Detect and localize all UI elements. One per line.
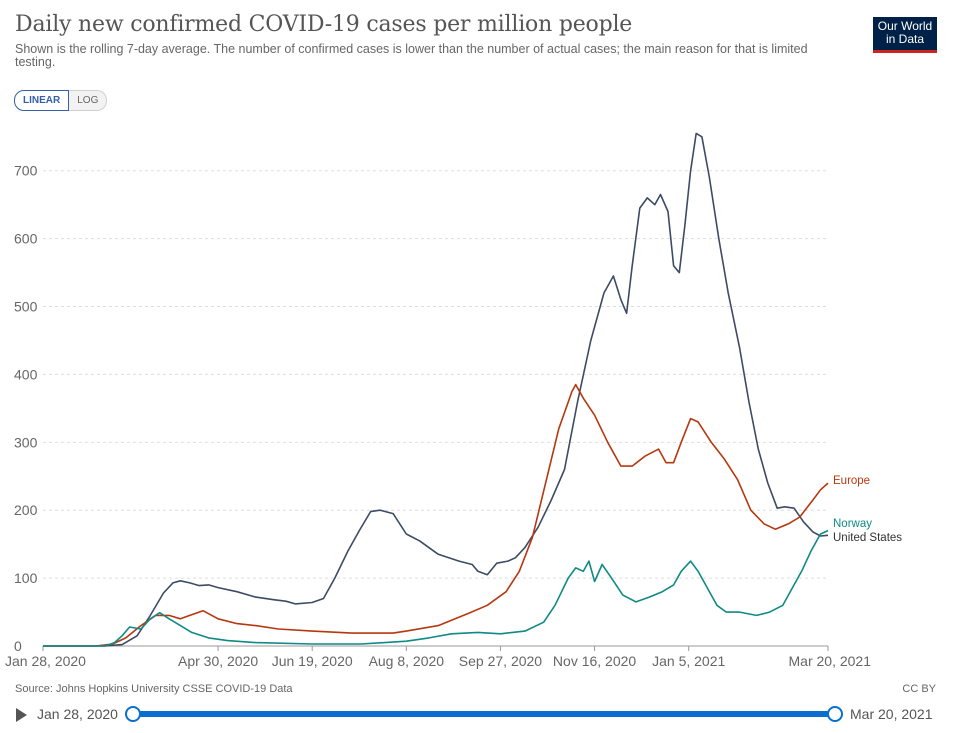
y-tick-label: 100 — [14, 570, 38, 586]
play-icon[interactable] — [16, 708, 27, 722]
logo-line1: Our World — [877, 19, 933, 33]
x-tick-label: Mar 20, 2021 — [789, 653, 872, 669]
series-label: Europe — [833, 475, 870, 487]
y-tick-label: 600 — [14, 231, 38, 247]
source-note[interactable]: Source: Johns Hopkins University CSSE CO… — [15, 683, 293, 695]
series-label: United States — [833, 532, 902, 544]
x-tick-label: Jan 5, 2021 — [652, 653, 725, 669]
scale-toggle: LINEAR LOG — [14, 90, 108, 111]
timeline-start-handle[interactable] — [125, 706, 141, 722]
y-tick-label: 500 — [14, 299, 38, 315]
y-tick-label: 400 — [14, 366, 38, 382]
x-tick-label: Sep 27, 2020 — [459, 653, 543, 669]
y-tick-label: 200 — [14, 502, 38, 518]
linear-scale-button[interactable]: LINEAR — [14, 90, 70, 111]
chart-subtitle: Shown is the rolling 7-day average. The … — [15, 42, 808, 69]
owid-logo[interactable]: Our World in Data — [873, 17, 937, 53]
timeline-start-label: Jan 28, 2020 — [37, 706, 118, 722]
x-tick-label: Jan 28, 2020 — [5, 653, 86, 669]
logo-line2: in Data — [885, 32, 925, 46]
y-tick-label: 0 — [14, 638, 22, 654]
series-line-norway — [43, 529, 829, 647]
timeline-slider: Jan 28, 2020 Mar 20, 2021 — [0, 700, 954, 730]
x-tick-label: Apr 30, 2020 — [178, 653, 258, 669]
series-label: Norway — [833, 518, 872, 530]
x-tick-label: Nov 16, 2020 — [553, 653, 636, 669]
license-link[interactable]: CC BY — [902, 683, 936, 695]
log-scale-button[interactable]: LOG — [69, 90, 108, 111]
timeline-track[interactable] — [132, 711, 834, 717]
x-tick-label: Aug 8, 2020 — [369, 653, 445, 669]
series-line-united-states — [43, 132, 829, 647]
timeline-end-handle[interactable] — [827, 706, 843, 722]
logo-red-bar — [873, 50, 937, 53]
series-line-europe — [43, 383, 829, 647]
x-tick-label: Jun 19, 2020 — [272, 653, 353, 669]
timeline-end-label: Mar 20, 2021 — [850, 706, 933, 722]
y-tick-label: 300 — [14, 434, 38, 450]
y-tick-label: 700 — [14, 163, 38, 179]
chart-title: Daily new confirmed COVID-19 cases per m… — [15, 12, 633, 37]
